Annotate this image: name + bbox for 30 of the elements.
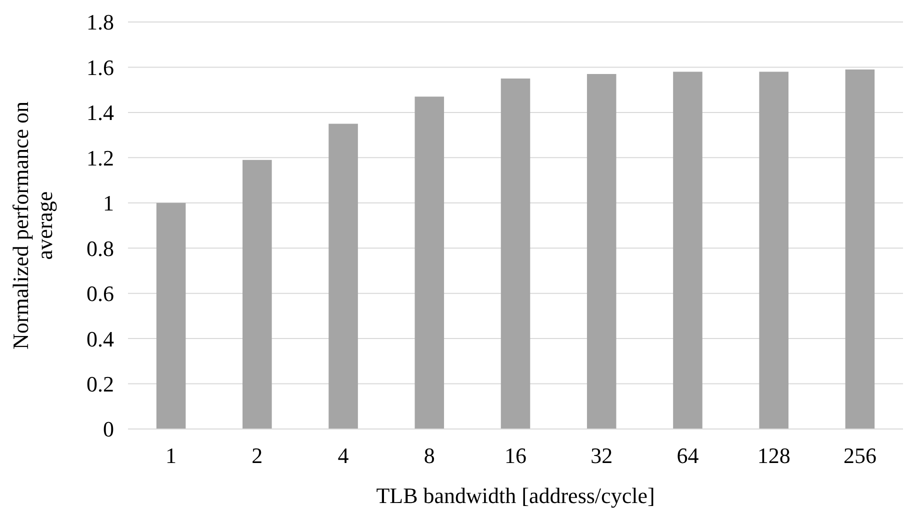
y-tick-label: 0.8 [86,236,114,261]
y-tick-label: 1.4 [86,100,114,126]
y-tick-label: 0.6 [86,281,114,306]
y-tick-label: 1 [103,190,114,216]
bar [500,78,530,429]
x-tick-label: 4 [338,443,349,468]
x-axis-title: TLB bandwidth [address/cycle] [376,483,655,508]
bar [242,160,272,429]
x-tick-label: 16 [504,443,526,468]
x-tick-label: 128 [757,443,790,468]
bar [328,124,358,429]
x-tick-label: 2 [252,443,263,468]
bar [845,69,875,429]
y-tick-label: 1.6 [86,54,114,80]
bar [156,202,186,429]
y-tick-label: 1.8 [86,10,114,35]
x-tick-label: 1 [166,443,177,468]
bar [414,96,444,429]
x-tick-label: 256 [843,443,876,468]
x-tick-label: 32 [590,443,613,468]
bar [759,72,788,429]
y-tick-label: 0 [103,416,114,442]
x-tick-label: 64 [676,443,699,468]
bar [586,74,616,429]
y-tick-label: 0.2 [86,371,114,396]
y-axis-title: Normalized performance on average [8,102,57,350]
y-tick-label: 0.4 [86,326,114,352]
bar [673,72,702,429]
x-tick-label: 8 [424,443,435,468]
y-tick-label: 1.2 [86,145,114,170]
